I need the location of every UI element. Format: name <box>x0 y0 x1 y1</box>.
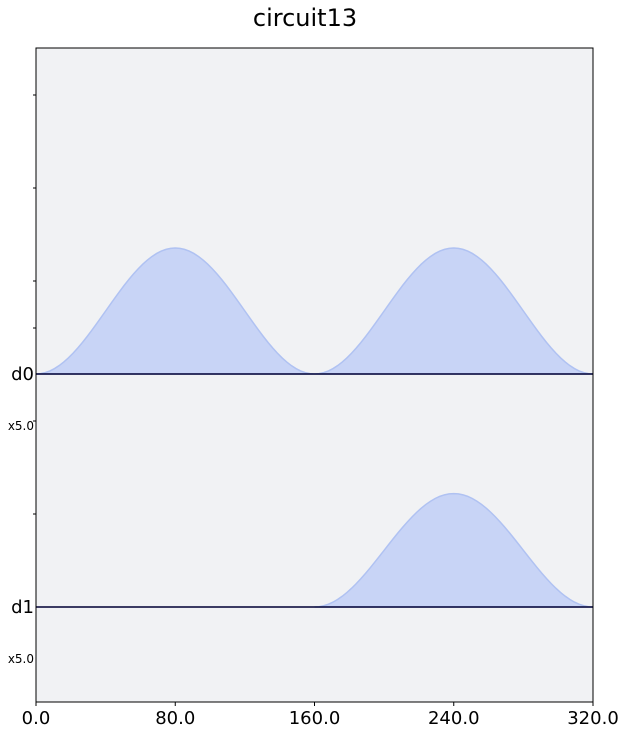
x-tick-label: 80.0 <box>155 708 195 729</box>
d1-scale-label: x5.0 <box>8 652 34 666</box>
d0-scale-label: x5.0 <box>8 419 34 433</box>
x-axis: 0.0 80.0 160.0 240.0 320.0 <box>22 702 619 729</box>
d0-label: d0 <box>11 364 34 385</box>
x-tick-label: 240.0 <box>428 708 480 729</box>
d1-label: d1 <box>11 597 34 618</box>
d1-pulse-0 <box>314 492 594 608</box>
d0-pulse-0 <box>35 247 315 375</box>
x-tick-label: 320.0 <box>567 708 619 729</box>
d0-pulse-1 <box>314 247 594 375</box>
channels-layer: d0 x5.0 d1 x5.0 <box>8 247 594 666</box>
chart-title: circuit13 <box>253 4 357 32</box>
x-tick-label: 160.0 <box>289 708 341 729</box>
x-tick-label: 0.0 <box>22 708 51 729</box>
